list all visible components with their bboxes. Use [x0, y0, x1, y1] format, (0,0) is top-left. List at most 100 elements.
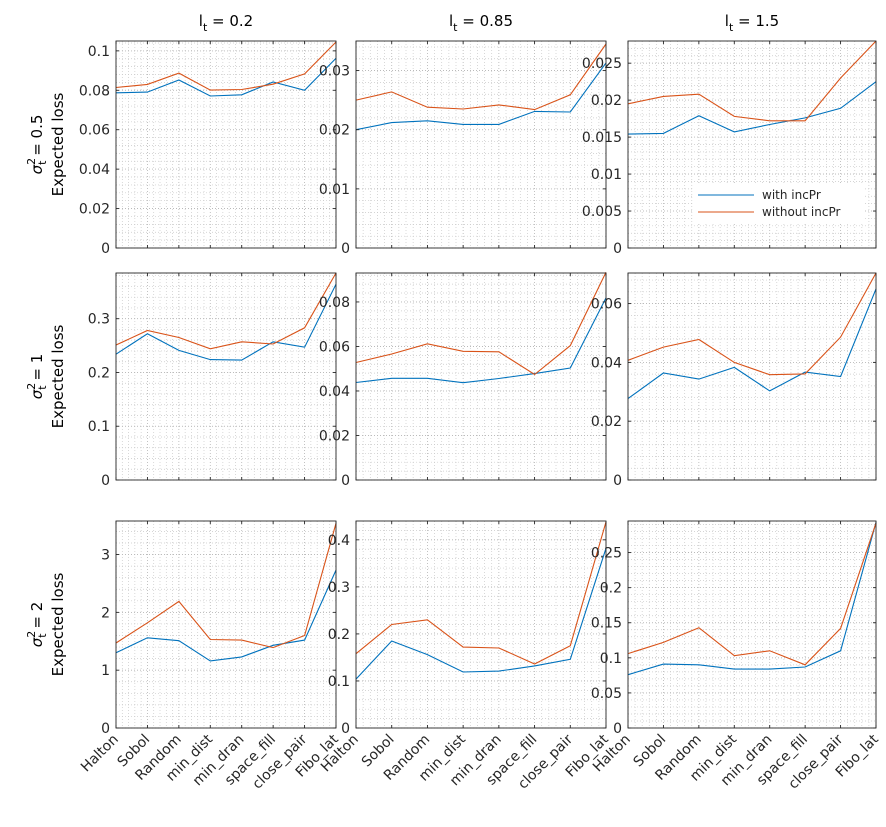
series-line-without-incpr [115, 272, 337, 350]
axes-box [355, 520, 607, 729]
y-tick-label: 0.01 [319, 182, 350, 198]
y-tick-label: 0.04 [591, 355, 622, 371]
y-tick-label: 0.04 [79, 162, 110, 178]
axes-box [115, 272, 337, 481]
series-line-with-incpr [627, 288, 877, 400]
row-label-1: σ2t = 1 Expected loss [25, 324, 67, 428]
axes-box [627, 272, 877, 481]
column-title-0: lt = 0.2 [199, 12, 253, 34]
grid [627, 521, 877, 729]
legend-entry: without incPr [762, 205, 840, 219]
row-label-param: σ2t = 2 [25, 602, 49, 648]
panel-r1-c1: 0 0.02 0.04 0.06 0.08 [319, 272, 607, 489]
y-tick-label: 0.2 [328, 627, 350, 643]
series-line-without-incpr [627, 522, 877, 666]
y-tick-label: 0.02 [319, 428, 350, 444]
row-label-0: σ2t = 0.5 Expected loss [25, 92, 67, 196]
y-axis-label: Expected loss [49, 324, 67, 428]
y-tick-label: 0.025 [582, 56, 622, 72]
y-tick-label: 0.2 [88, 365, 110, 381]
series-line-with-incpr [627, 522, 877, 676]
series-line-without-incpr [115, 523, 337, 649]
axes-box [355, 272, 607, 481]
axes-box [627, 520, 877, 729]
y-tick-label: 0.06 [79, 123, 110, 139]
y-tick-label: 0 [101, 473, 110, 489]
plot-area [356, 521, 606, 728]
panel-r2-c2: 00.050.10.150.20.25HaltonSobolRandommin_… [590, 520, 882, 792]
y-tick-label: 0.02 [319, 123, 350, 139]
grid [627, 273, 877, 481]
series-line-without-incpr [355, 272, 607, 376]
y-tick-label: 0.04 [319, 384, 350, 400]
plot-area [116, 41, 336, 248]
series-line-with-incpr [115, 57, 337, 97]
panel-r0-c1: 0 0.01 0.02 0.03 [319, 40, 607, 257]
series-line-without-incpr [355, 521, 607, 665]
y-tick-label: 0.01 [591, 167, 622, 183]
y-tick-label: 0 [613, 241, 622, 257]
y-tick-label: 0.02 [79, 202, 110, 218]
axes-box [115, 520, 337, 729]
series-line-without-incpr [355, 43, 607, 111]
x-tick-label: Halton [78, 732, 122, 776]
row-label-param: σ2t = 0.5 [25, 115, 49, 175]
axes-box [115, 40, 337, 249]
y-tick-label: 0.06 [591, 297, 622, 313]
y-tick-label: 0 [613, 473, 622, 489]
y-tick-label: 0.06 [319, 339, 350, 355]
series-line-with-incpr [355, 548, 607, 680]
panel-r0-c0: 0 0.02 0.04 0.06 0.08 0.1 [79, 40, 337, 257]
y-tick-label: 0 [613, 721, 622, 737]
series-line-with-incpr [115, 569, 337, 662]
plot-area [116, 273, 336, 480]
y-tick-label: 0.02 [591, 414, 622, 430]
y-tick-label: 3 [101, 548, 110, 564]
panel-r2-c0: 0123HaltonSobolRandommin_distmin_dranspa… [78, 520, 342, 792]
panel-r0-c2: 0 0.005 0.01 0.015 0.02 0.025 with incPr withou… [582, 40, 877, 257]
plot-area [356, 273, 606, 480]
series-line-with-incpr [355, 297, 607, 384]
series-line-with-incpr [355, 62, 607, 131]
y-tick-label: 0 [341, 473, 350, 489]
y-tick-label: 0.3 [328, 580, 350, 596]
panel-r2-c1: 00.10.20.30.4HaltonSobolRandommin_distmi… [318, 520, 612, 792]
y-tick-label: 0.1 [328, 674, 350, 690]
panel-r1-c0: 0 0.1 0.2 0.3 [88, 272, 337, 489]
y-tick-label: 0.1 [88, 419, 110, 435]
column-title-1: lt = 0.85 [449, 12, 513, 34]
series-line-with-incpr [627, 81, 877, 135]
series-line-without-incpr [627, 272, 877, 376]
legend-box [694, 183, 864, 223]
series-line-without-incpr [115, 41, 337, 91]
y-tick-label: 0.4 [328, 533, 350, 549]
plot-area [628, 273, 876, 480]
y-tick-label: 0.1 [88, 44, 110, 60]
panel-r1-c2: 0 0.02 0.04 0.06 [591, 272, 877, 489]
y-tick-label: 1 [101, 663, 110, 679]
y-tick-label: 0.08 [79, 83, 110, 99]
y-tick-label: 0 [341, 721, 350, 737]
plot-area [116, 521, 336, 728]
series-line-without-incpr [627, 40, 877, 122]
y-tick-label: 0.25 [591, 546, 622, 562]
y-tick-label: 0.3 [88, 312, 110, 328]
plot-area [628, 521, 876, 728]
y-tick-label: 0.15 [591, 616, 622, 632]
y-tick-label: 0.08 [319, 295, 350, 311]
axes-box [627, 40, 877, 249]
y-tick-label: 0.03 [319, 64, 350, 80]
y-tick-label: 0.005 [582, 204, 622, 220]
plot-area [356, 41, 606, 248]
legend-entry: with incPr [762, 188, 821, 202]
y-tick-label: 0 [101, 721, 110, 737]
row-label-param: σ2t = 1 [25, 354, 49, 400]
y-tick-label: 0 [341, 241, 350, 257]
y-tick-label: 0 [101, 241, 110, 257]
series-line-with-incpr [115, 284, 337, 361]
column-title-2: lt = 1.5 [725, 12, 779, 34]
y-axis-label: Expected loss [49, 572, 67, 676]
y-tick-label: 0.1 [600, 651, 622, 667]
y-tick-label: 2 [101, 605, 110, 621]
